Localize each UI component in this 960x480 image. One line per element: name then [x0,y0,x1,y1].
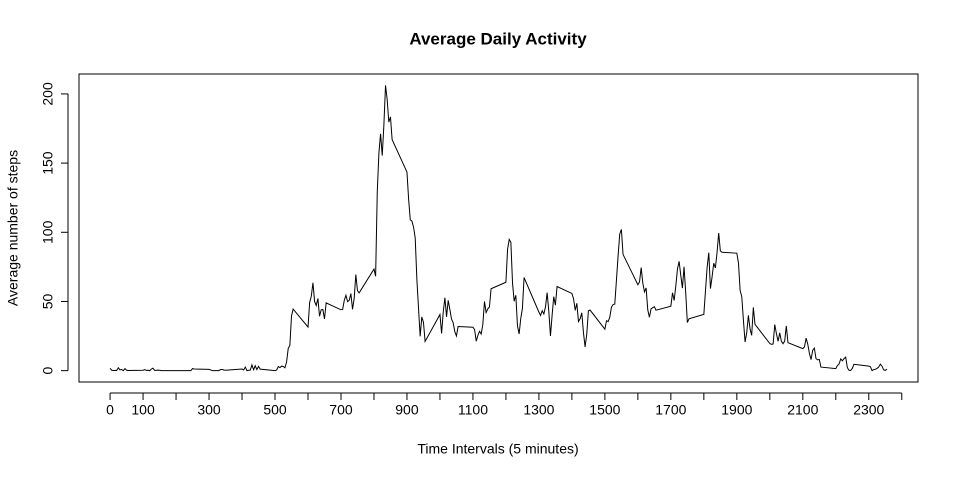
data-line [109,85,888,372]
y-axis-label: Average number of steps [5,150,21,306]
y-tick-label: 100 [40,220,56,244]
chart-title: Average Daily Activity [409,29,587,48]
x-tick-label: 1300 [523,402,554,418]
plot-frame [78,73,919,383]
x-tick-label: 900 [395,402,419,418]
x-tick-label: 2100 [787,402,818,418]
x-axis-label: Time Intervals (5 minutes) [417,441,578,457]
y-tick-label: 0 [40,367,56,375]
x-tick-label: 0 [106,402,114,418]
x-tick-label: 1700 [655,402,686,418]
x-tick-label: 1100 [458,402,488,418]
y-tick-label: 150 [40,151,56,175]
x-tick-label: 1500 [589,402,620,418]
y-tick-label: 200 [40,82,56,106]
x-tick-label: 700 [329,402,353,418]
x-tick-label: 2300 [853,402,884,418]
x-tick-label: 500 [263,402,287,418]
x-tick-label: 1900 [721,402,752,418]
x-tick-label: 300 [197,402,221,418]
x-tick-label: 100 [131,402,155,418]
y-tick-label: 50 [40,293,56,309]
